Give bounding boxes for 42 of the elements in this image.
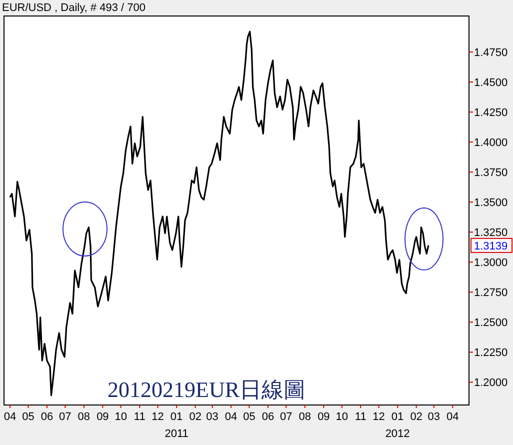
x-tick-label: 06 <box>262 411 274 423</box>
x-tick-label: 03 <box>206 411 218 423</box>
x-tick-label: 04 <box>4 411 16 423</box>
text: 2012 <box>385 428 410 440</box>
x-tick-label: 11 <box>354 411 366 423</box>
x-tick-label: 01 <box>391 411 404 423</box>
x-tick-label: 04 <box>224 411 238 423</box>
x-tick-label: 04 <box>446 411 459 423</box>
annotation: 1.3139 <box>474 240 508 252</box>
chart-title: EUR/USD , Daily, # 493 / 700 <box>2 2 146 14</box>
x-tick-label: 07 <box>59 411 72 423</box>
x-tick-label: 05 <box>22 411 34 423</box>
y-tick-label: 1.4750 <box>474 47 508 60</box>
y-tick-label: 1.2500 <box>474 317 508 330</box>
x-tick-label: 11 <box>134 411 146 423</box>
y-tick-label: 1.3250 <box>474 227 508 240</box>
y-tick-label: 1.2000 <box>474 377 508 390</box>
x-tick-label: 10 <box>114 411 127 423</box>
x-tick-label: 09 <box>96 411 109 423</box>
y-tick-label: 1.2250 <box>474 347 508 360</box>
x-tick-label: 07 <box>280 411 292 423</box>
x-tick-label: 09 <box>318 411 330 423</box>
x-tick-label: 08 <box>298 411 312 423</box>
x-tick-label: 03 <box>428 411 440 423</box>
y-tick-label: 1.4000 <box>474 137 508 150</box>
y-tick-label: 1.4250 <box>474 107 508 120</box>
x-tick-label: 01 <box>170 411 183 423</box>
x-tick-label: 12 <box>372 411 385 423</box>
x-tick-label: 06 <box>40 411 54 423</box>
x-tick-label: 10 <box>336 411 348 423</box>
y-tick-label: 1.3750 <box>474 167 508 180</box>
x-tick-label: 02 <box>189 411 202 423</box>
x-tick-label: 08 <box>78 411 90 423</box>
y-tick-label: 1.4500 <box>474 77 508 90</box>
y-tick-label: 1.3000 <box>474 257 508 270</box>
x-tick-label: 12 <box>152 411 164 423</box>
x-tick-label: 02 <box>410 411 422 423</box>
annotation: 20120219EUR日線圖 <box>108 377 306 402</box>
y-tick-label: 1.2750 <box>474 287 508 300</box>
y-tick-label: 1.3500 <box>474 197 508 210</box>
x-tick-label: 05 <box>243 411 256 423</box>
text: 2011 <box>164 428 188 440</box>
